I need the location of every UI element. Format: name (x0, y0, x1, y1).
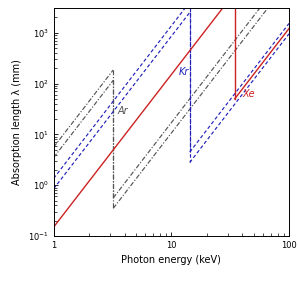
Text: Ar: Ar (118, 106, 128, 116)
X-axis label: Photon energy (keV): Photon energy (keV) (121, 255, 221, 266)
Y-axis label: Absorption length λ (mm): Absorption length λ (mm) (13, 59, 22, 185)
Text: Kr: Kr (179, 67, 189, 76)
Text: Xe: Xe (242, 89, 255, 99)
